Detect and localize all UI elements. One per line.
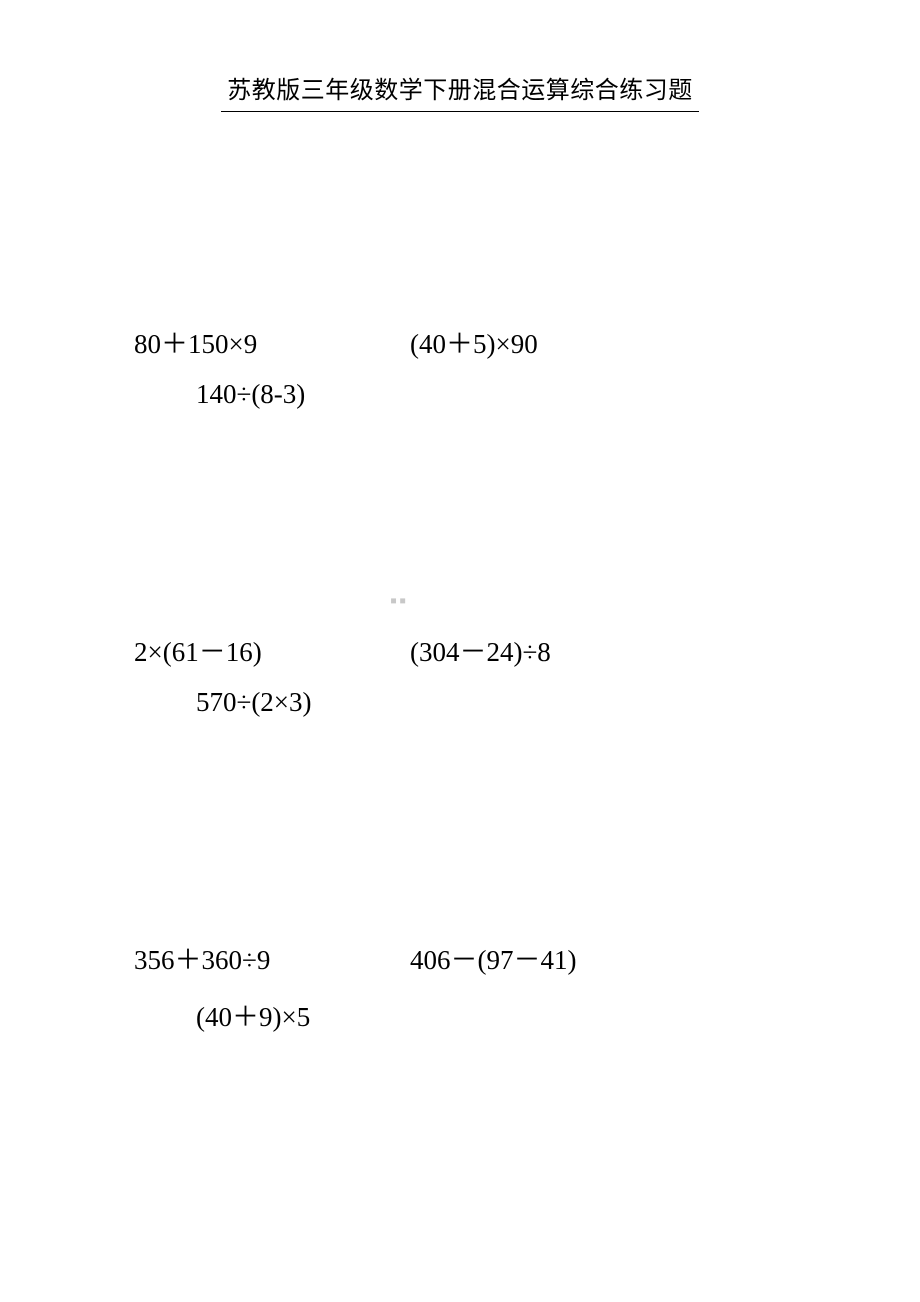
problem-expression: 80＋150×9 (134, 322, 410, 361)
problem-expression: (304－24)÷8 (410, 630, 840, 669)
watermark-dots: ▪▪ (390, 590, 408, 613)
problem-group-2: 2×(61－16) (304－24)÷8 570÷(2×3) (134, 630, 840, 718)
problem-row: 80＋150×9 (40＋5)×90 (134, 322, 840, 361)
problem-expression: 140÷(8-3) (134, 379, 840, 410)
problem-expression: 356＋360÷9 (134, 938, 410, 977)
problem-row: 2×(61－16) (304－24)÷8 (134, 630, 840, 669)
problem-expression: 570÷(2×3) (134, 687, 840, 718)
problem-group-1: 80＋150×9 (40＋5)×90 140÷(8-3) (134, 322, 840, 410)
page: 苏教版三年级数学下册混合运算综合练习题 80＋150×9 (40＋5)×90 1… (0, 0, 920, 1302)
problem-expression: (40＋5)×90 (410, 322, 840, 361)
page-title: 苏教版三年级数学下册混合运算综合练习题 (221, 70, 699, 112)
problem-expression: 406－(97－41) (410, 938, 840, 977)
problem-expression: (40＋9)×5 (134, 995, 840, 1034)
exercise-content: 80＋150×9 (40＋5)×90 140÷(8-3) 2×(61－16) (… (80, 132, 840, 1034)
page-header: 苏教版三年级数学下册混合运算综合练习题 (80, 70, 840, 112)
problem-group-3: 356＋360÷9 406－(97－41) (40＋9)×5 (134, 938, 840, 1034)
problem-expression: 2×(61－16) (134, 630, 410, 669)
problem-row: 356＋360÷9 406－(97－41) (134, 938, 840, 977)
